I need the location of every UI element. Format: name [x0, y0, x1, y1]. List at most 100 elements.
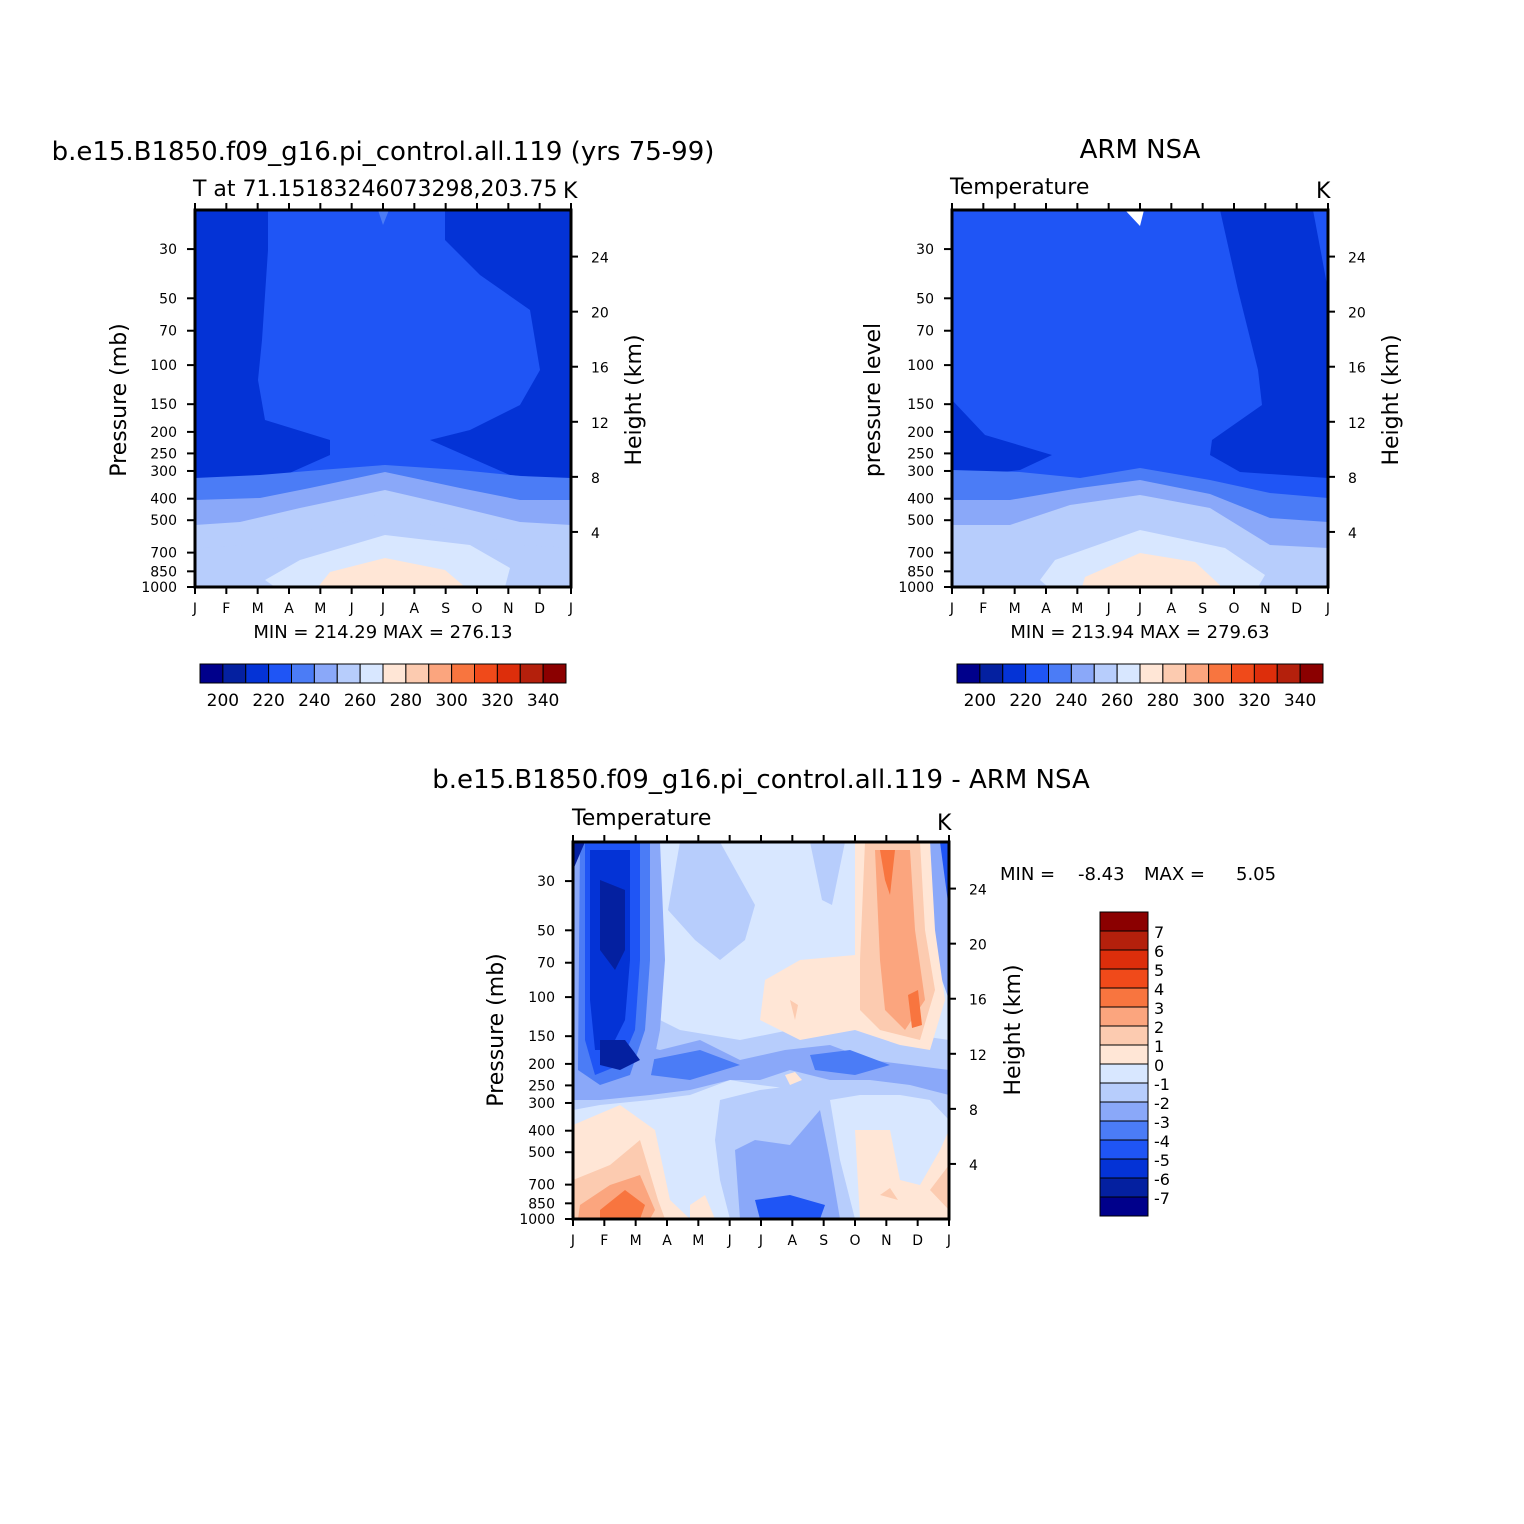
colorbar-swatch [336, 663, 361, 684]
month-tick-label: J [349, 601, 354, 617]
colorbar-swatch [1099, 1177, 1149, 1198]
colorbar-label: 5 [1154, 961, 1164, 980]
height-tick-label: 4 [969, 1158, 978, 1174]
month-tick-label: F [600, 1233, 608, 1249]
month-tick-label: N [1260, 601, 1270, 617]
panel-model-axes: J F M A M J J A S O N D J 30 50 70 100 150 200 250 300 400 500… [141, 203, 609, 617]
colorbar-label: 200 [964, 691, 996, 711]
panel-model-y2label: Height (km) [622, 334, 647, 465]
colorbar-swatch [268, 663, 292, 684]
month-tick-label: J [949, 601, 954, 617]
colorbar-label: 240 [298, 691, 330, 711]
height-tick-label: 12 [969, 1048, 987, 1064]
pressure-tick-label: 700 [528, 1178, 555, 1194]
pressure-tick-label: 400 [907, 492, 934, 508]
colorbar-label: 1 [1154, 1037, 1164, 1056]
panel-obs-stats: MIN = 213.94 MAX = 279.63 [1010, 622, 1269, 643]
colorbar-label: 320 [1238, 691, 1270, 711]
panel-diff-title: b.e15.B1850.f09_g16.pi_control.all.119 -… [432, 765, 1090, 795]
month-tick-label: O [1228, 601, 1239, 617]
pressure-tick-label: 400 [528, 1124, 555, 1140]
colorbar-label: 2 [1154, 1018, 1164, 1037]
panel-diff-units: K [937, 811, 952, 836]
colorbar-swatch [1099, 1158, 1149, 1179]
pressure-tick-label: 400 [150, 492, 177, 508]
month-tick-label: M [630, 1233, 642, 1249]
month-tick-label: A [410, 601, 420, 617]
colorbar-swatch [1099, 1101, 1149, 1122]
height-tick-label: 12 [591, 416, 609, 432]
colorbar-swatch [451, 663, 475, 684]
pressure-tick-label: 850 [150, 564, 177, 580]
panel-obs-subtitle: Temperature [949, 175, 1089, 200]
month-tick-label: J [1325, 601, 1330, 617]
height-tick-label: 16 [1348, 361, 1366, 377]
panel-diff-axes: J F M A M J J A S O N D J 30 50 70 100 150 200 250 300 400 500… [519, 835, 987, 1249]
pressure-tick-label: 250 [907, 446, 934, 462]
colorbar-swatch [1116, 663, 1141, 684]
month-tick-label: D [534, 601, 545, 617]
month-tick-label: O [849, 1233, 860, 1249]
pressure-tick-label: 250 [528, 1078, 555, 1094]
month-tick-label: O [471, 601, 482, 617]
height-tick-label: 16 [969, 993, 987, 1009]
panel-obs: ARM NSA Temperature K J F M A M J J A S O N D J 30 50 7… [861, 135, 1404, 711]
month-tick-label: A [788, 1233, 798, 1249]
colorbar-label: 7 [1154, 923, 1164, 942]
colorbar-swatch [1048, 663, 1072, 684]
colorbar-label: 280 [390, 691, 422, 711]
panel-model-ylabel: Pressure (mb) [107, 323, 132, 477]
colorbar-swatch [1299, 663, 1324, 684]
colorbar-swatch [1099, 1196, 1149, 1217]
month-tick-label: J [570, 1233, 575, 1249]
colorbar-swatch [1276, 663, 1301, 684]
pressure-tick-label: 30 [916, 242, 934, 258]
colorbar-swatch [1070, 663, 1095, 684]
panel-model-subtitle: T at 71.15183246073298,203.75 [192, 177, 557, 202]
height-tick-label: 20 [1348, 306, 1366, 322]
height-tick-label: 20 [591, 306, 609, 322]
colorbar-label: 300 [1192, 691, 1224, 711]
pressure-tick-label: 300 [528, 1096, 555, 1112]
colorbar-swatch [542, 663, 567, 684]
colorbar-label: 340 [1284, 691, 1316, 711]
colorbar-swatch [1099, 1082, 1149, 1103]
colorbar-swatch [382, 663, 407, 684]
panel-obs-ylabel: pressure level [861, 323, 886, 477]
colorbar-swatch [1099, 968, 1149, 989]
colorbar-label: 260 [1101, 691, 1133, 711]
colorbar-swatch [1099, 1006, 1149, 1027]
month-tick-label: A [1167, 601, 1177, 617]
month-tick-label: A [662, 1233, 672, 1249]
height-tick-label: 8 [1348, 471, 1357, 487]
pressure-tick-label: 50 [537, 923, 555, 939]
panel-model-contours [195, 210, 571, 587]
colorbar-swatch [1099, 1120, 1149, 1141]
pressure-tick-label: 300 [150, 464, 177, 480]
month-tick-label: S [441, 601, 450, 617]
panel-obs-units: K [1316, 179, 1331, 204]
month-tick-label: J [568, 601, 573, 617]
colorbar-label: -4 [1154, 1132, 1170, 1151]
colorbar-swatch [519, 663, 544, 684]
panel-diff-y2label: Height (km) [1001, 964, 1026, 1095]
month-tick-label: M [1009, 601, 1021, 617]
month-tick-label: J [946, 1233, 951, 1249]
colorbar-label: -7 [1154, 1189, 1170, 1208]
pressure-tick-label: 1000 [141, 580, 177, 596]
pressure-tick-label: 50 [916, 291, 934, 307]
colorbar-label: 4 [1154, 980, 1164, 999]
pressure-tick-label: 850 [528, 1196, 555, 1212]
month-tick-label: J [192, 601, 197, 617]
panel-obs-y2label: Height (km) [1379, 334, 1404, 465]
pressure-tick-label: 200 [150, 425, 177, 441]
colorbar-swatch [313, 663, 338, 684]
panel-diff-stats-max-label: MAX = [1144, 864, 1205, 885]
panel-diff: b.e15.B1850.f09_g16.pi_control.all.119 -… [432, 765, 1276, 1249]
colorbar-swatch [1099, 987, 1149, 1008]
month-tick-label: J [380, 601, 385, 617]
pressure-tick-label: 500 [907, 513, 934, 529]
colorbar-label: 340 [527, 691, 559, 711]
